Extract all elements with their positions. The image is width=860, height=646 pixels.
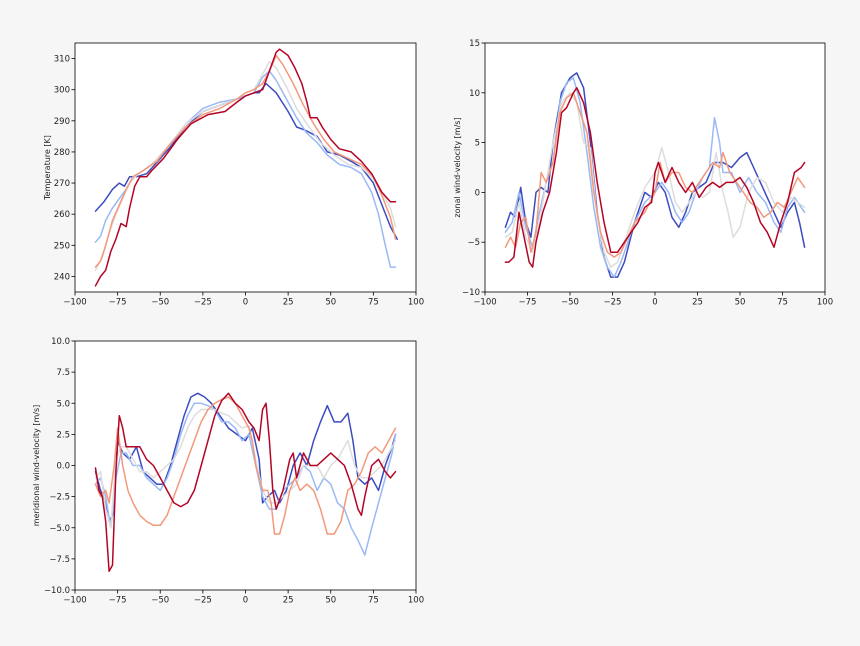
temperature-xtick-label: −75 <box>109 298 127 308</box>
temperature-xtick-label: 50 <box>325 298 336 308</box>
meridional-wind-series-2-line <box>94 402 397 556</box>
zonal-wind-ytick-label: 10 <box>469 89 480 99</box>
temperature-xtick-label: 75 <box>368 298 379 308</box>
zonal-wind-plot-area <box>485 43 825 292</box>
meridional-wind-ytick-label: 2.5 <box>56 430 70 440</box>
zonal-wind-xtick-label: 0 <box>652 298 657 308</box>
zonal-wind-xtick-label: 50 <box>735 298 746 308</box>
meridional-wind-ytick-label: 5.0 <box>56 399 70 409</box>
temperature-ytick-label: 290 <box>54 117 70 127</box>
temperature-ytick-label: 250 <box>54 241 70 251</box>
meridional-wind-xtick-label: 75 <box>368 596 379 606</box>
temperature-panel: −100 −75 −50 −25 0 25 50 75 100 240 250 260 270 280 29… <box>43 42 424 308</box>
meridional-wind-series-group <box>94 392 397 573</box>
zonal-wind-xtick-label: −100 <box>473 298 496 308</box>
temperature-series-group <box>94 48 398 287</box>
temperature-ytick-label: 240 <box>54 272 70 282</box>
meridional-wind-ytick-label: −7.5 <box>49 555 70 565</box>
zonal-wind-xtick-label: −25 <box>604 298 622 308</box>
meridional-wind-xtick-label: 0 <box>243 596 248 606</box>
meridional-wind-xtick-label: −75 <box>109 596 127 606</box>
meridional-wind-xtick-label: −25 <box>194 596 212 606</box>
meridional-wind-ytick-label: 10.0 <box>51 337 70 347</box>
zonal-wind-ytick-label: 5 <box>475 139 480 149</box>
zonal-wind-xtick-label: 100 <box>817 298 833 308</box>
meridional-wind-xtick-label: 25 <box>283 596 294 606</box>
zonal-wind-ylabel: zonal wind-velocity [m/s] <box>453 117 462 217</box>
meridional-wind-xtick-label: 100 <box>408 596 424 606</box>
meridional-wind-series-3-line <box>94 408 397 529</box>
zonal-wind-series-5-line <box>504 87 806 268</box>
zonal-wind-xtick-label: −50 <box>561 298 579 308</box>
meridional-wind-xtick-label: −100 <box>63 596 86 606</box>
zonal-wind-xtick-label: −75 <box>519 298 537 308</box>
zonal-wind-series-group <box>504 72 806 278</box>
meridional-wind-ytick-label: −2.5 <box>49 493 70 503</box>
temperature-series-4-line <box>94 54 397 268</box>
temperature-xtick-label: 0 <box>243 298 248 308</box>
zonal-wind-xtick-label: 25 <box>692 298 703 308</box>
meridional-wind-ytick-label: −5.0 <box>49 524 70 534</box>
meridional-wind-xtick-label: −50 <box>151 596 169 606</box>
temperature-ytick-label: 300 <box>54 86 70 96</box>
zonal-wind-ytick-label: 0 <box>475 188 480 198</box>
temperature-ytick-label: 260 <box>54 210 70 220</box>
zonal-wind-ytick-label: −5 <box>467 238 480 248</box>
meridional-wind-ylabel: meridional wind-velocity [m/s] <box>32 405 41 526</box>
zonal-wind-ytick-label: −10 <box>462 288 480 298</box>
meridional-wind-series-4-line <box>94 396 397 535</box>
zonal-wind-series-4-line <box>504 92 806 258</box>
meridional-wind-series-5-line <box>94 392 397 573</box>
zonal-wind-panel: −100 −75 −50 −25 0 25 50 75 100−10−5051015zonal … <box>453 39 833 308</box>
temperature-ytick-label: 310 <box>54 55 70 65</box>
meridional-wind-plot-area <box>75 341 416 590</box>
zonal-wind-series-3-line <box>504 92 806 268</box>
zonal-wind-ytick-label: 15 <box>469 39 480 49</box>
temperature-xtick-label: −25 <box>194 298 212 308</box>
temperature-xtick-label: −100 <box>63 298 86 308</box>
temperature-ytick-label: 270 <box>54 179 70 189</box>
zonal-wind-xtick-label: 75 <box>777 298 788 308</box>
meridional-wind-panel: −100 −75 −50 −25 0 25 50 75 100 −10.0 −7.5 −5.0 −2.5… <box>32 337 424 606</box>
meridional-wind-ytick-label: 7.5 <box>56 368 70 378</box>
temperature-series-5-line <box>94 48 397 287</box>
temperature-ylabel: Temperature [K] <box>43 135 52 201</box>
meridional-wind-ytick-label: 0.0 <box>56 462 70 472</box>
meridional-wind-ytick-label: −10.0 <box>44 586 70 596</box>
temperature-xtick-label: −50 <box>151 298 169 308</box>
meridional-wind-xtick-label: 50 <box>325 596 336 606</box>
temperature-ytick-label: 280 <box>54 148 70 158</box>
temperature-xtick-label: 25 <box>283 298 294 308</box>
temperature-xtick-label: 100 <box>408 298 424 308</box>
